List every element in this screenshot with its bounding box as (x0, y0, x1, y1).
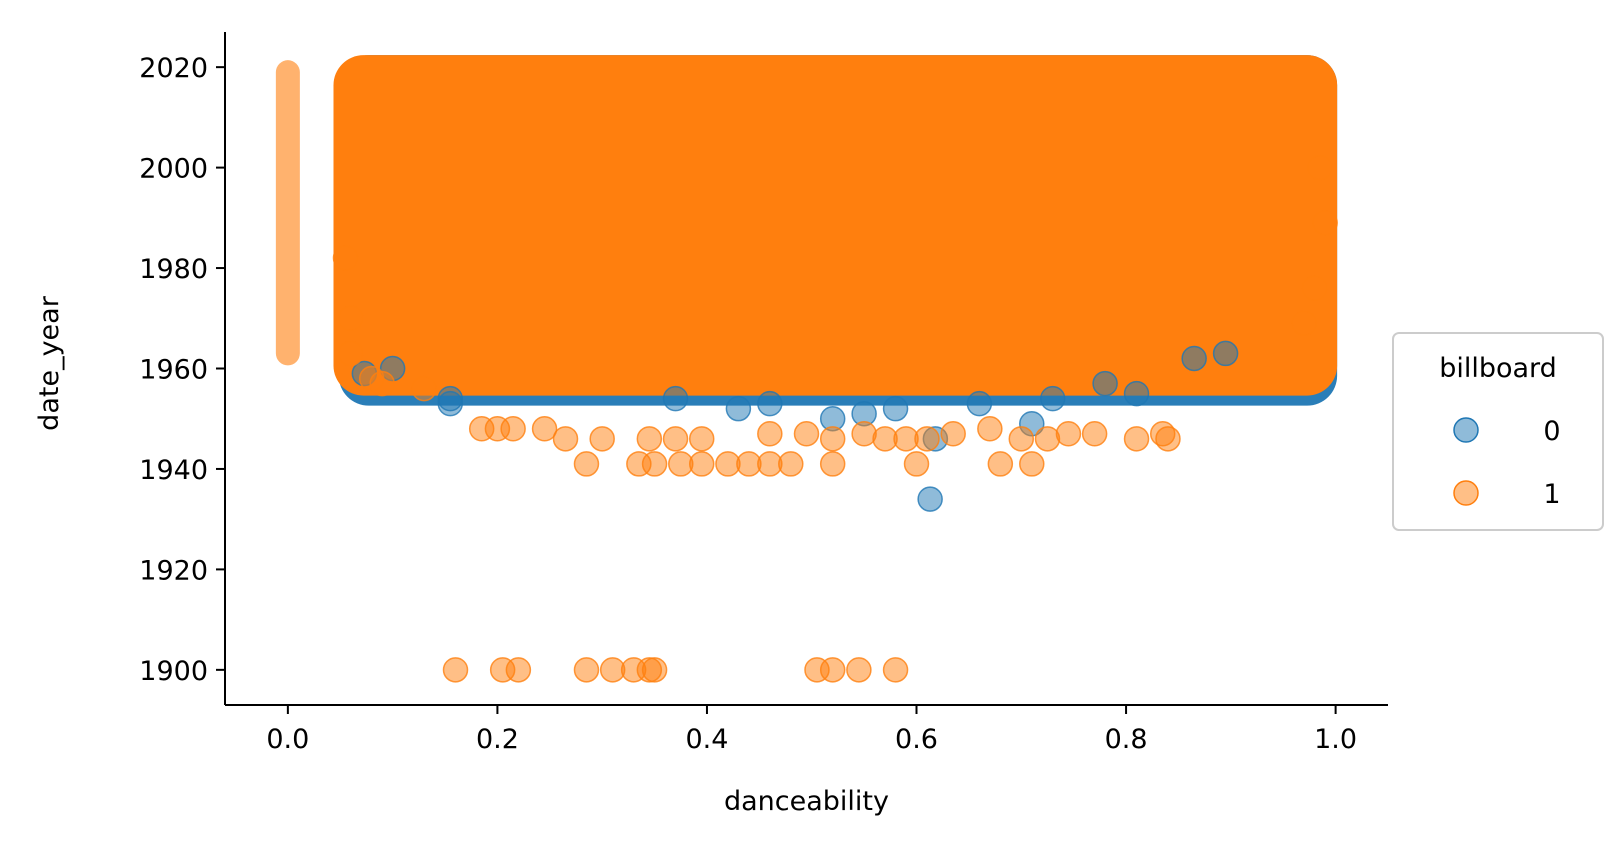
point-series-1 (505, 657, 532, 683)
y-tick-label: 2000 (139, 154, 208, 185)
point-series-1 (641, 451, 668, 477)
point-series-1 (1055, 421, 1082, 447)
point-series-1 (636, 426, 663, 452)
point-series-1 (1155, 426, 1181, 452)
point-series-1 (1034, 426, 1061, 452)
y-tick-label: 2020 (139, 53, 208, 84)
point-series-1 (914, 426, 940, 452)
point-series-1 (500, 416, 526, 442)
point-series-0 (882, 395, 909, 422)
point-series-1 (1081, 421, 1108, 447)
point-series-1 (1291, 310, 1317, 337)
point-series-1 (846, 657, 872, 683)
point-series-1 (757, 421, 783, 447)
point-series-0 (1092, 370, 1118, 397)
point-series-1 (573, 451, 600, 477)
point-series-1 (641, 657, 668, 683)
point-series-1 (442, 657, 469, 683)
point-series-1 (411, 375, 437, 402)
x-axis-label: danceability (724, 786, 889, 817)
point-series-1 (332, 245, 359, 271)
point-series-0 (437, 385, 464, 412)
x-tick-label: 0.0 (266, 724, 309, 755)
axes: 0.0 0.2 0.4 0.6 0.8 1.0 1900 1920 1940 1960 1980 20… (139, 32, 1388, 755)
point-series-1 (778, 451, 804, 477)
point-series-0 (1039, 385, 1066, 412)
point-series-1 (903, 451, 930, 477)
point-series-1 (337, 305, 364, 332)
point-series-1 (819, 426, 846, 452)
y-tick-label: 1900 (139, 656, 208, 687)
point-series-1 (1307, 154, 1333, 181)
legend-title: billboard (1439, 353, 1557, 384)
point-series-1 (819, 657, 846, 683)
point-series-1 (851, 421, 877, 447)
y-tick-label: 1960 (139, 355, 208, 386)
point-series-0 (662, 385, 689, 412)
x-tick-label: 0.8 (1105, 724, 1148, 755)
y-tick-label: 1980 (139, 254, 208, 285)
x-tick-label: 0.2 (476, 724, 519, 755)
point-series-1 (573, 657, 600, 683)
point-series-0 (917, 486, 943, 512)
point-series-1 (977, 416, 1003, 442)
point-series-0 (966, 390, 993, 417)
dense-cloud-series-1 (333, 55, 1338, 396)
point-series-1 (531, 416, 558, 442)
point-series-1 (662, 426, 689, 452)
point-series-1 (589, 426, 615, 452)
x-tick-label: 0.6 (895, 724, 938, 755)
point-series-1 (1123, 426, 1150, 452)
scatter-points (332, 154, 1338, 683)
point-series-1 (1301, 275, 1328, 301)
point-series-1 (940, 421, 966, 447)
y-tick-label: 1940 (139, 455, 208, 486)
point-series-1 (1312, 210, 1338, 236)
point-series-1 (688, 426, 715, 452)
x-tick-label: 0.4 (685, 724, 728, 755)
point-series-0 (1123, 380, 1150, 407)
point-series-1 (819, 451, 846, 477)
legend-marker-0 (1453, 417, 1479, 443)
point-series-1 (369, 370, 395, 397)
legend-label-0: 0 (1543, 416, 1560, 447)
point-series-1 (337, 340, 364, 367)
legend-label-1: 1 (1543, 479, 1560, 510)
point-series-0 (757, 390, 783, 417)
zero-column-series-1 (275, 60, 300, 366)
point-series-0 (1212, 340, 1239, 367)
point-series-1 (1019, 451, 1045, 477)
point-series-1 (987, 451, 1014, 477)
dense-point-clouds (275, 55, 1338, 406)
legend-marker-1 (1453, 480, 1479, 506)
point-series-1 (882, 657, 909, 683)
point-series-1 (793, 421, 820, 447)
point-series-0 (725, 395, 752, 422)
legend: billboard 0 1 (1392, 332, 1604, 531)
x-tick-label: 1.0 (1314, 724, 1357, 755)
y-axis-label: date_year (34, 295, 65, 431)
point-series-1 (552, 426, 579, 452)
point-series-1 (1008, 426, 1035, 452)
legend-frame (1392, 332, 1604, 531)
point-series-0 (1181, 345, 1207, 372)
y-tick-label: 1920 (139, 555, 208, 586)
point-series-1 (688, 451, 715, 477)
